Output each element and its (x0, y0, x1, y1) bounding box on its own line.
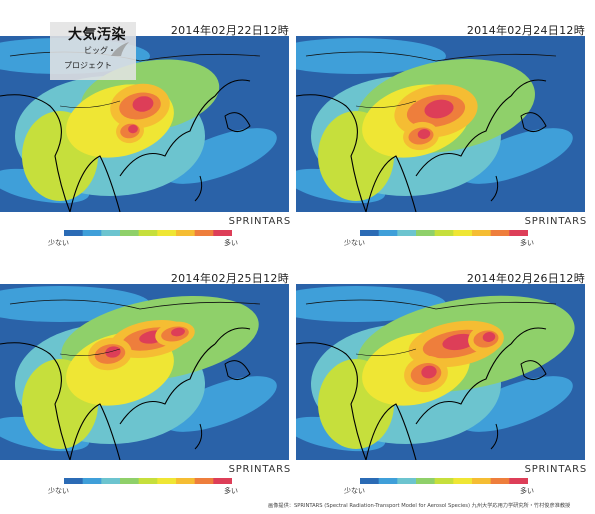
colorbar-swatch (490, 230, 510, 236)
aerosol-map (0, 284, 289, 460)
colorbar-swatch (472, 230, 492, 236)
colorbar-swatch (434, 230, 454, 236)
aerosol-map (0, 36, 289, 212)
colorbar-swatch (213, 478, 232, 484)
colorbar-swatch (138, 478, 158, 484)
aerosol-map (296, 284, 585, 460)
colorbar-swatch (176, 230, 196, 236)
colorbar-swatch (509, 478, 528, 484)
colorbar-swatch (138, 230, 158, 236)
scale-low-label: 少ない (48, 487, 69, 495)
colorbar-swatch (157, 230, 177, 236)
colorbar-swatch (64, 230, 84, 236)
colorbar-swatch (101, 478, 121, 484)
badge-title: 大気汚染 (68, 27, 126, 43)
colorbar (360, 230, 528, 236)
colorbar-swatch (176, 478, 196, 484)
colorbar-swatch (194, 478, 214, 484)
colorbar-swatch (64, 478, 84, 484)
colorbar-swatch (397, 478, 417, 484)
map-panel: 2014年02月22日12時 SPRINTARS 少ない 多い (0, 0, 295, 247)
image-credit: 画像提供：SPRINTARS (Spectral Radiation-Trans… (268, 503, 571, 509)
colorbar (64, 478, 232, 484)
scale-high-label: 多い (520, 487, 534, 495)
sprintars-label: SPRINTARS (524, 216, 587, 227)
colorbar-swatch (378, 478, 398, 484)
scale-high-label: 多い (224, 239, 238, 247)
badge-subtitle-line1: ビッグ・ (84, 46, 116, 55)
colorbar-swatch (157, 478, 177, 484)
sprintars-label: SPRINTARS (228, 216, 291, 227)
colorbar-swatch (509, 230, 528, 236)
colorbar-swatch (360, 230, 380, 236)
colorbar-swatch (416, 230, 436, 236)
map-panel: 2014年02月26日12時 SPRINTARS 少ない 多い (296, 248, 591, 495)
map-panel: 2014年02月25日12時 SPRINTARS 少ない 多い (0, 248, 295, 495)
aerosol-map (296, 36, 585, 212)
title-badge: 大気汚染 ビッグ・ プロジェクト (50, 22, 136, 80)
colorbar-swatch (82, 230, 102, 236)
colorbar (64, 230, 232, 236)
panel-timestamp: 2014年02月25日12時 (170, 272, 289, 285)
sprintars-label: SPRINTARS (524, 464, 587, 475)
scale-high-label: 多い (520, 239, 534, 247)
colorbar-swatch (360, 478, 380, 484)
colorbar-swatch (453, 478, 473, 484)
scale-low-label: 少ない (48, 239, 69, 247)
colorbar-swatch (434, 478, 454, 484)
scale-low-label: 少ない (344, 239, 365, 247)
colorbar-swatch (416, 478, 436, 484)
wing-icon (111, 42, 129, 56)
sprintars-label: SPRINTARS (228, 464, 291, 475)
map-panel: 2014年02月24日12時 SPRINTARS 少ない 多い (296, 0, 591, 247)
colorbar-swatch (472, 478, 492, 484)
panel-timestamp: 2014年02月26日12時 (466, 272, 585, 285)
scale-low-label: 少ない (344, 487, 365, 495)
colorbar (360, 478, 528, 484)
colorbar-swatch (120, 478, 140, 484)
colorbar-swatch (378, 230, 398, 236)
colorbar-swatch (213, 230, 232, 236)
colorbar-swatch (490, 478, 510, 484)
colorbar-swatch (120, 230, 140, 236)
colorbar-swatch (194, 230, 214, 236)
colorbar-swatch (397, 230, 417, 236)
panel-timestamp: 2014年02月24日12時 (466, 24, 585, 37)
panel-timestamp: 2014年02月22日12時 (170, 24, 289, 37)
colorbar-swatch (101, 230, 121, 236)
scale-high-label: 多い (224, 487, 238, 495)
badge-subtitle-line2: プロジェクト (64, 61, 112, 70)
colorbar-swatch (453, 230, 473, 236)
colorbar-swatch (82, 478, 102, 484)
